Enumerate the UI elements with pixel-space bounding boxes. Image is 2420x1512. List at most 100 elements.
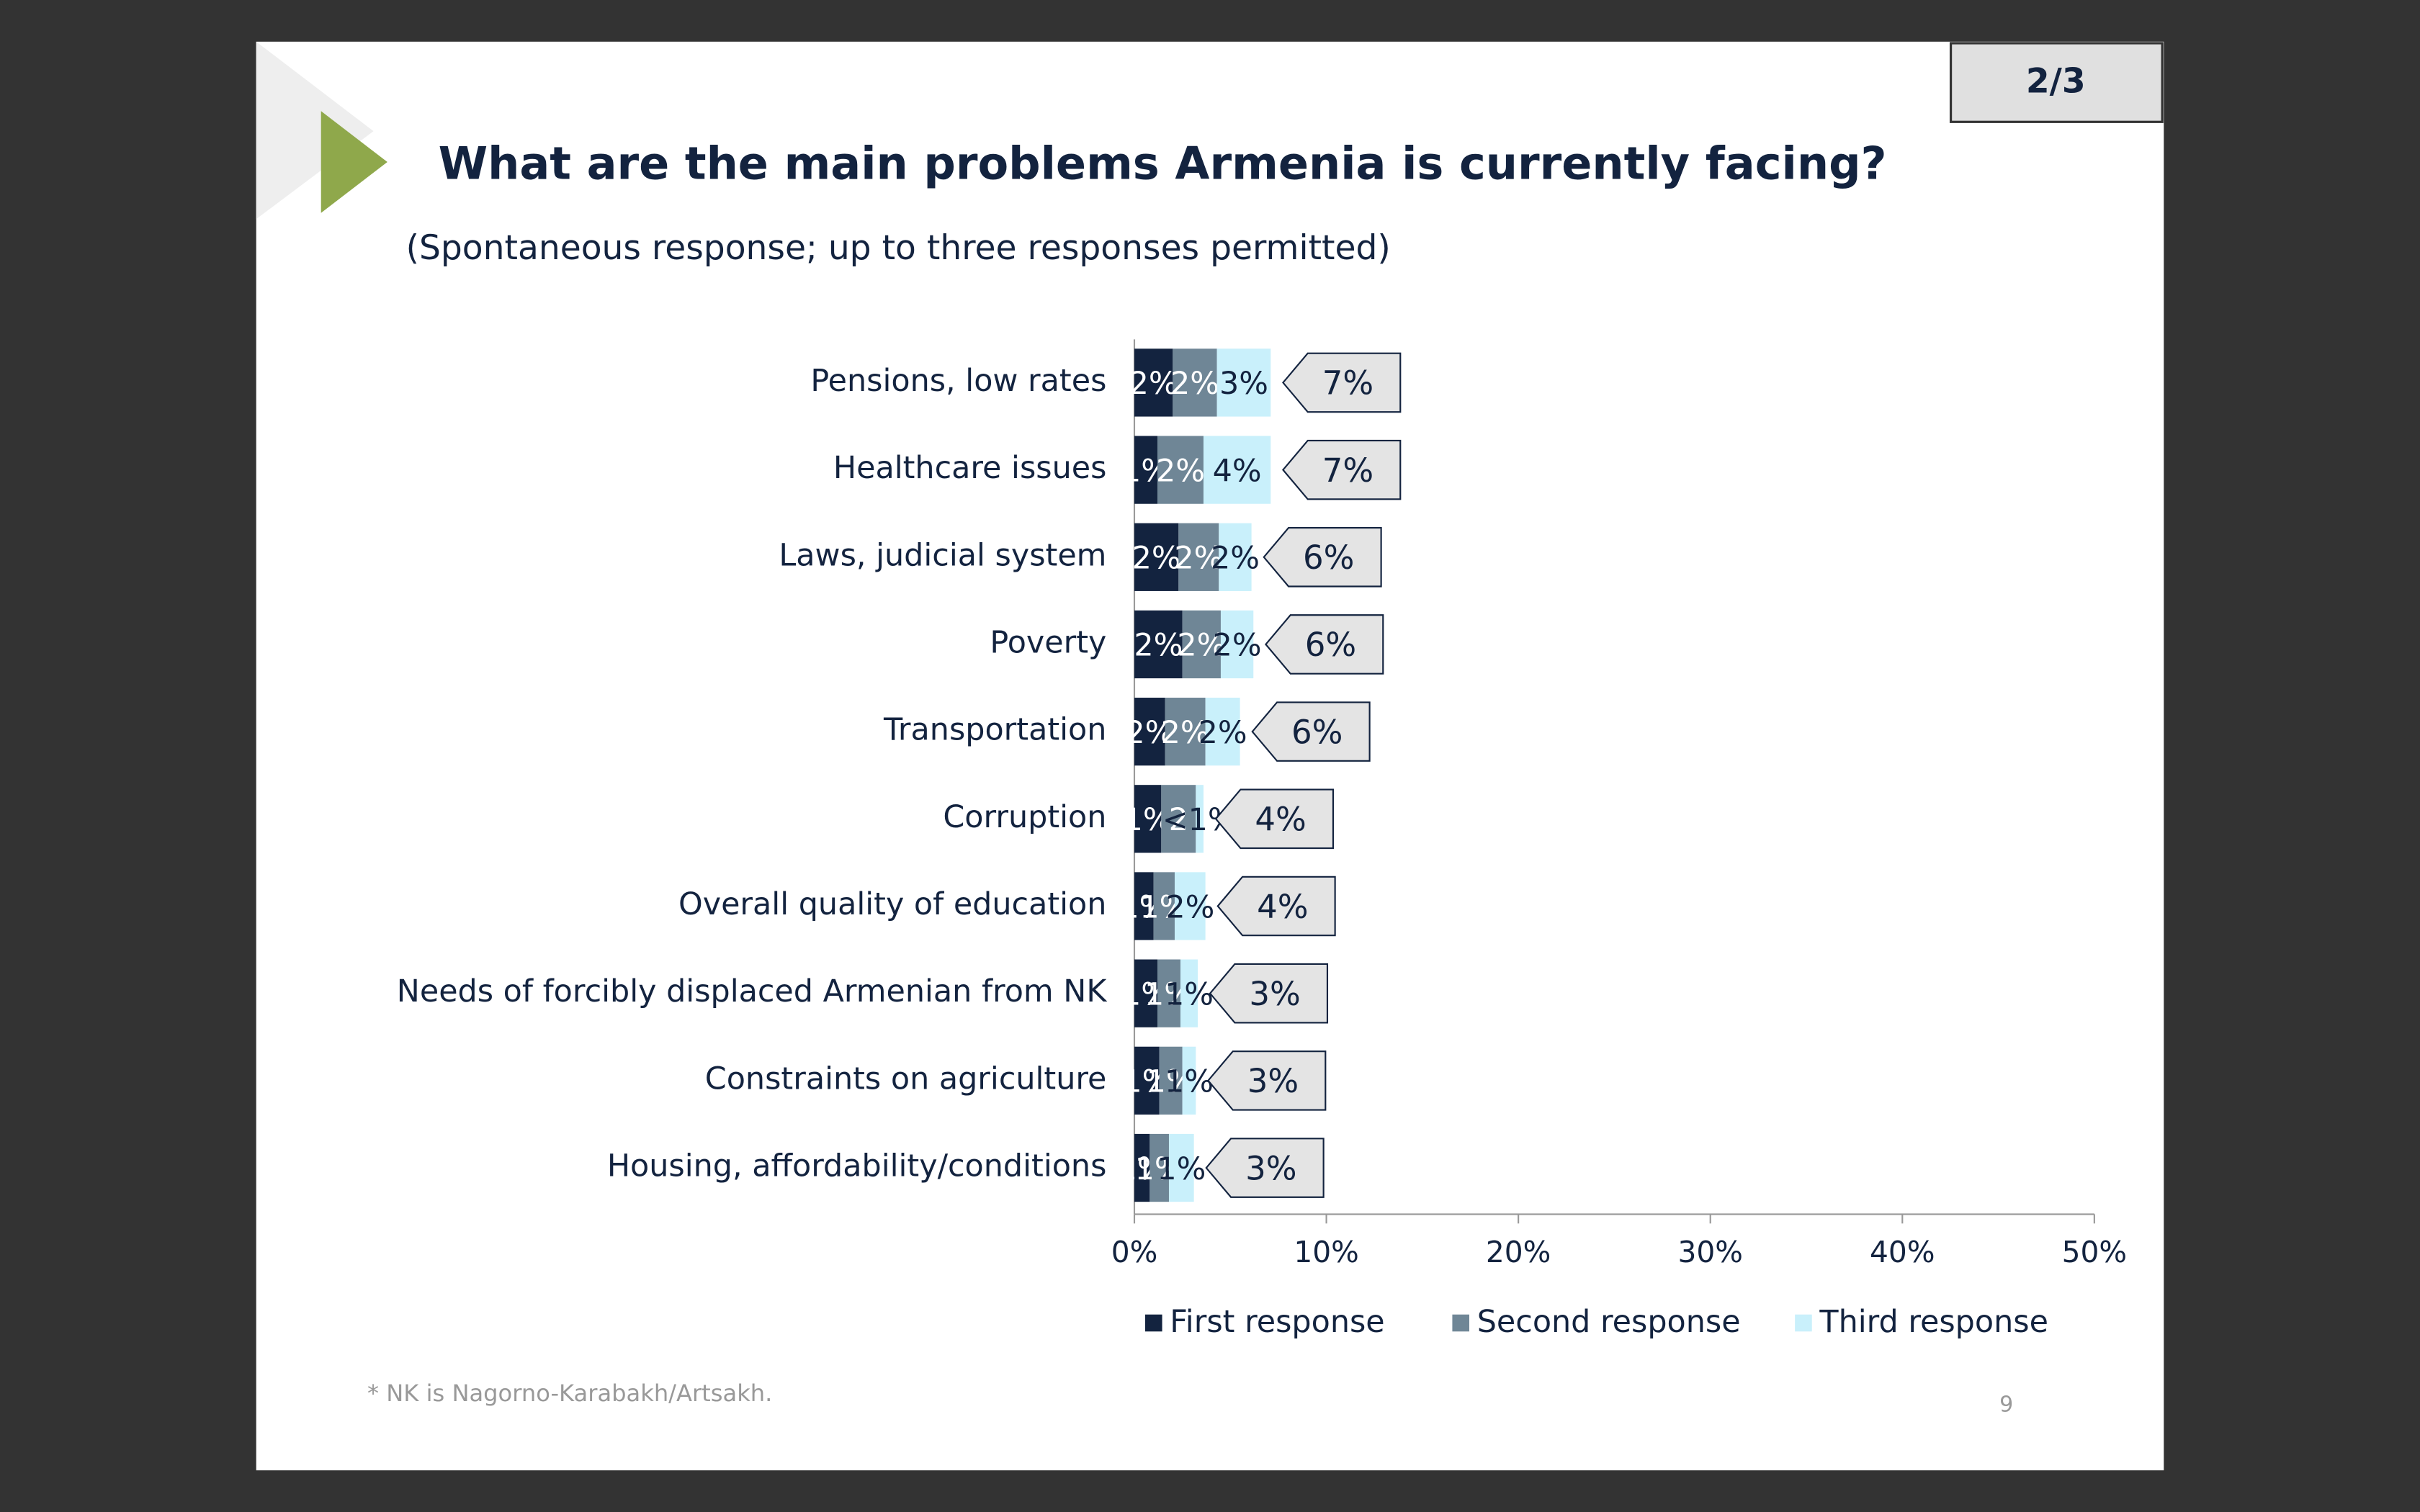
data-label: 2% <box>1134 628 1183 664</box>
data-label: 2% <box>1161 715 1210 751</box>
bar-segment <box>1161 785 1196 853</box>
bar-segment <box>1134 959 1157 1027</box>
bar-segment <box>1150 1133 1169 1202</box>
total-callout <box>1265 614 1384 675</box>
legend-label: Second response <box>1477 1304 1741 1340</box>
accent-triangle <box>321 111 387 213</box>
total-callout <box>1263 527 1382 588</box>
total-callout <box>1216 876 1336 937</box>
plot: 0% 10% 20% 30% 40% 50%Pensions, low rates 2%2%… <box>397 339 2127 1340</box>
x-tick-label: 20% <box>1486 1235 1551 1269</box>
footnote: * NK is Nagorno-Karabakh/Artsakh. <box>367 1380 772 1407</box>
total-callout <box>1209 963 1329 1024</box>
x-tick-label: 40% <box>1870 1235 1935 1269</box>
category-label: Constraints on agriculture <box>705 1061 1107 1097</box>
bar-segment <box>1168 1133 1194 1202</box>
total-callout <box>1282 439 1402 500</box>
legend-swatch <box>1795 1314 1812 1332</box>
data-label: 2% <box>1213 628 1262 664</box>
legend-swatch <box>1452 1314 1469 1332</box>
legend-label: First response <box>1170 1304 1384 1340</box>
total-callout <box>1205 1138 1325 1198</box>
bar-segment <box>1182 610 1221 679</box>
bar-segment <box>1134 872 1154 940</box>
total-label: 4% <box>1257 888 1308 926</box>
category-label: Corruption <box>943 799 1106 835</box>
total-label: 3% <box>1247 1062 1299 1100</box>
bar-segment <box>1165 698 1206 766</box>
total-callout <box>1251 701 1371 762</box>
page-indicator-box <box>1949 42 2164 123</box>
bar-segment <box>1134 523 1179 591</box>
total-label: 3% <box>1245 1149 1296 1187</box>
bar-segment <box>1134 698 1165 766</box>
page-number: 9 <box>1999 1392 2013 1418</box>
x-tick-label: 10% <box>1294 1235 1358 1269</box>
category-label: Poverty <box>990 624 1106 660</box>
data-label: 2% <box>1165 889 1214 925</box>
data-label: 2% <box>1211 541 1260 577</box>
bar-segment <box>1159 1046 1183 1115</box>
bar-segment <box>1134 1133 1150 1202</box>
chart-subtitle: (Spontaneous response; up to three respo… <box>406 228 1391 268</box>
total-callout <box>1207 1050 1327 1111</box>
x-tick-label: 50% <box>2062 1235 2127 1269</box>
bar-segment <box>1178 523 1219 591</box>
decor-triangle <box>256 41 374 220</box>
bar-segment <box>1205 698 1240 766</box>
total-label: 6% <box>1303 539 1354 577</box>
bar-segment <box>1173 348 1217 417</box>
data-label: 3% <box>1219 366 1268 402</box>
data-label: 2% <box>1156 453 1205 489</box>
bar-segment <box>1134 610 1183 679</box>
bar-segment <box>1182 1046 1196 1115</box>
data-label: 4% <box>1213 453 1262 489</box>
bar-segment <box>1219 523 1252 591</box>
bar-segment <box>1134 348 1173 417</box>
bar-segment <box>1196 785 1204 853</box>
legend-swatch <box>1145 1314 1162 1332</box>
bar-segment <box>1134 1046 1160 1115</box>
total-label: 6% <box>1305 626 1356 664</box>
data-label: 2% <box>1177 628 1226 664</box>
category-label: Laws, judicial system <box>779 537 1106 573</box>
category-label: Healthcare issues <box>833 450 1107 486</box>
category-label: Pensions, low rates <box>810 363 1106 399</box>
data-label: 1% <box>1165 976 1214 1012</box>
data-label: 2% <box>1132 541 1181 577</box>
bar-segment <box>1157 436 1204 504</box>
data-label: 2% <box>1170 366 1219 402</box>
category-label: Overall quality of education <box>678 886 1106 922</box>
bar-segment <box>1157 959 1180 1027</box>
page-indicator: 2/3 <box>2026 62 2086 102</box>
bar-segment <box>1134 436 1157 504</box>
category-label: Needs of forcibly displaced Armenian fro… <box>397 973 1108 1009</box>
bar-segment <box>1174 872 1206 940</box>
x-tick-label: 0% <box>1111 1235 1158 1269</box>
total-callout <box>1214 788 1335 850</box>
data-label: 2% <box>1174 541 1223 577</box>
total-callout <box>1282 352 1402 413</box>
category-label: Housing, affordability/conditions <box>607 1148 1107 1184</box>
bar-segment <box>1134 785 1162 853</box>
bar-segment <box>1180 959 1198 1027</box>
total-label: 3% <box>1249 975 1300 1013</box>
data-label: 1% <box>1157 1151 1206 1187</box>
bar-segment <box>1216 348 1271 417</box>
data-label: 2% <box>1198 715 1247 751</box>
x-tick-label: 30% <box>1677 1235 1742 1269</box>
total-label: 6% <box>1291 713 1343 751</box>
total-label: 7% <box>1322 451 1373 490</box>
legend-label: Third response <box>1819 1304 2048 1340</box>
data-label: 2% <box>1129 366 1178 402</box>
data-label: 1% <box>1165 1064 1214 1100</box>
category-label: Transportation <box>883 712 1106 748</box>
total-label: 4% <box>1255 801 1306 839</box>
chart-title: What are the main problems Armenia is cu… <box>439 138 1887 190</box>
bar-segment <box>1220 610 1254 679</box>
bar-segment <box>1203 436 1271 504</box>
total-label: 7% <box>1322 364 1373 402</box>
bar-segment <box>1153 872 1175 940</box>
